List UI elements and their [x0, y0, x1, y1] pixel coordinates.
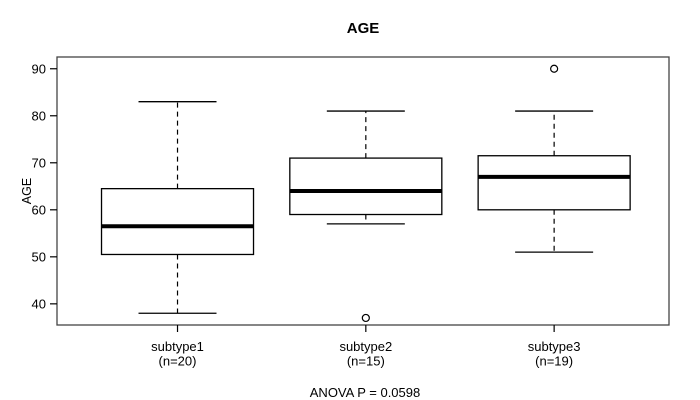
y-tick-label-90: 90	[32, 61, 46, 76]
x-label-subtype2: subtype2	[339, 339, 392, 354]
y-tick-label-50: 50	[32, 249, 46, 264]
iqr-box-subtype1	[100, 187, 255, 256]
x-sublabel-subtype2: (n=15)	[347, 354, 385, 369]
anova-annotation: ANOVA P = 0.0598	[309, 385, 421, 400]
y-tick-label-40: 40	[32, 296, 46, 311]
plot-frame	[56, 56, 670, 326]
x-label-subtype3: subtype3	[528, 339, 581, 354]
chart-title: AGE	[346, 20, 380, 37]
x-sublabel-subtype1: (n=20)	[159, 354, 197, 369]
iqr-box-subtype2	[289, 157, 443, 216]
outlier-point-subtype3	[550, 64, 559, 73]
y-tick-label-60: 60	[32, 202, 46, 217]
y-tick-label-80: 80	[32, 108, 46, 123]
outlier-point-subtype2	[361, 313, 370, 323]
iqr-box-subtype3	[477, 155, 631, 211]
x-sublabel-subtype3: (n=19)	[535, 354, 573, 369]
x-label-subtype1: subtype1	[151, 339, 204, 354]
y-tick-label-70: 70	[32, 155, 46, 170]
